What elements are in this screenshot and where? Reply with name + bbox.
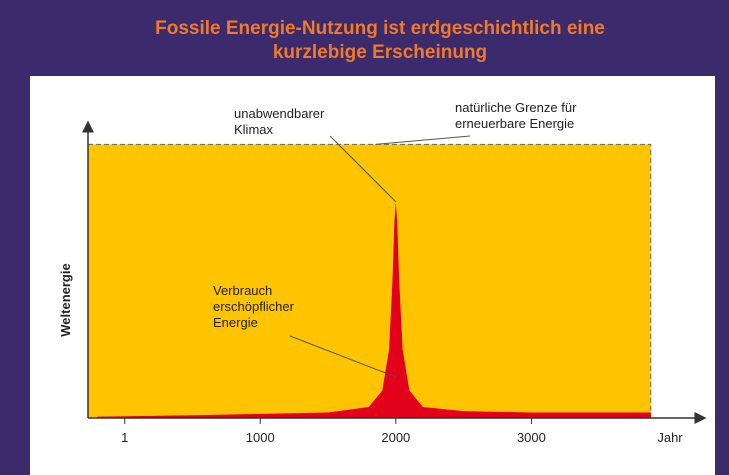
annotation-text: Energie: [213, 315, 258, 330]
x-axis-label: Jahr: [657, 430, 683, 445]
annotation-leader: [375, 135, 471, 145]
chart-title: Fossile Energie-Nutzung ist erdgeschicht…: [155, 18, 605, 39]
x-tick-label: 1: [121, 430, 128, 445]
y-axis-label: Weltenergie: [58, 263, 73, 336]
annotation-text: erschöpflicher: [213, 299, 295, 314]
annotation-text: Klimax: [234, 122, 274, 137]
x-tick-label: 1000: [246, 430, 275, 445]
x-tick-label: 3000: [517, 430, 546, 445]
annotation-text: unabwendbarer: [234, 106, 325, 121]
annotation-leader: [289, 335, 397, 378]
limit-area: [88, 144, 651, 418]
limit-line: [88, 143, 652, 418]
x-tick-label: 2000: [381, 430, 410, 445]
annotation-text: Verbrauch: [213, 283, 272, 298]
annotation-text: natürliche Grenze für: [455, 100, 577, 115]
annotation-text: erneuerbare Energie: [455, 116, 574, 131]
chart-title: kurzlebige Erscheinung: [273, 42, 487, 63]
annotation-leader: [329, 135, 397, 203]
